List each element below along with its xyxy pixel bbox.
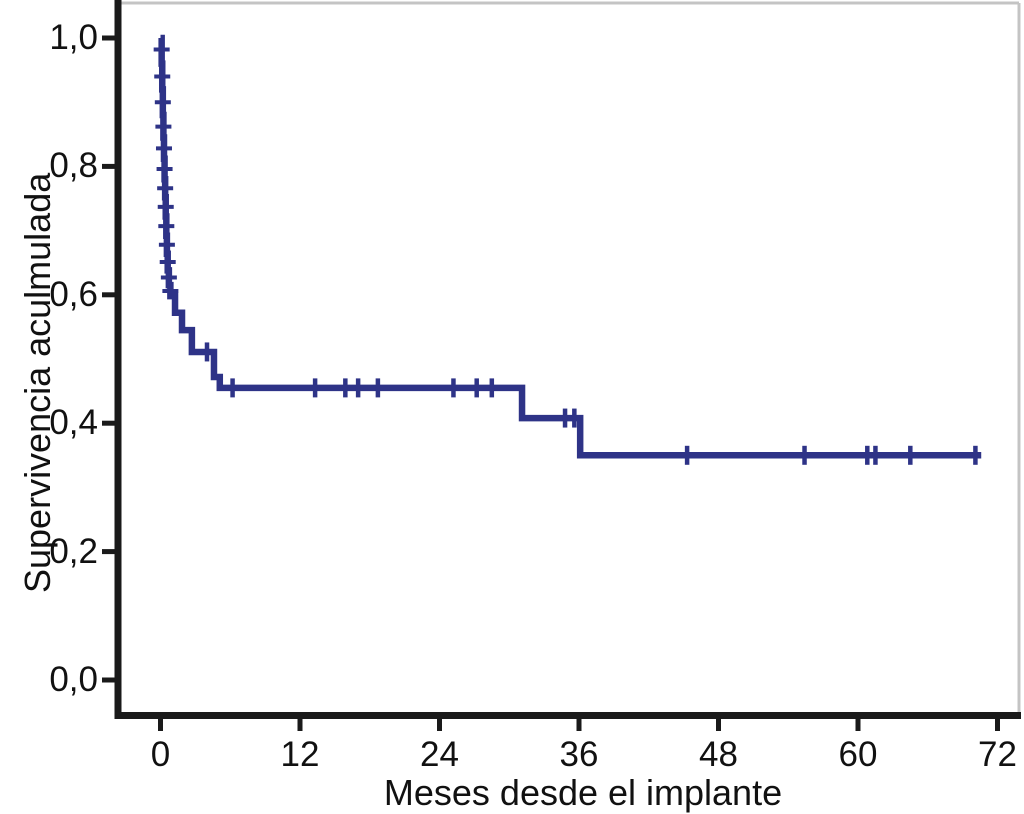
y-tick-label: 1,0 (49, 18, 98, 57)
y-tick-label: 0,4 (49, 403, 98, 443)
x-tick-label: 36 (559, 735, 599, 774)
y-tick-label: 0,0 (49, 660, 98, 699)
x-tick-label: 48 (699, 735, 738, 774)
x-axis-title: Meses desde el implante (383, 772, 783, 813)
survival-curve (158, 34, 982, 459)
y-tick-label: 0,6 (49, 274, 98, 314)
y-tick-label: 0,2 (49, 531, 98, 571)
x-tick-label: 0 (150, 735, 171, 774)
x-tick-label: 24 (420, 735, 459, 774)
x-tick-label: 60 (838, 735, 878, 774)
x-tick-label: 12 (280, 735, 320, 774)
y-axis-title: Supervivencia aculmulada (17, 172, 58, 593)
x-tick-label: 72 (978, 735, 1017, 774)
y-tick-label: 0,8 (49, 146, 98, 186)
